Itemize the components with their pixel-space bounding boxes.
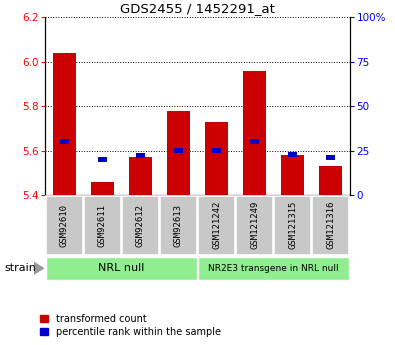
Bar xyxy=(129,157,152,195)
Text: GSM121249: GSM121249 xyxy=(250,201,259,249)
Bar xyxy=(53,53,76,195)
Text: GSM92613: GSM92613 xyxy=(174,204,183,247)
Text: GSM92610: GSM92610 xyxy=(60,204,69,247)
Bar xyxy=(198,257,349,280)
Bar xyxy=(174,148,182,153)
Bar xyxy=(46,257,197,280)
Bar xyxy=(205,122,228,195)
Bar xyxy=(84,196,121,255)
Bar xyxy=(122,196,159,255)
Bar xyxy=(60,139,69,144)
Text: NR2E3 transgene in NRL null: NR2E3 transgene in NRL null xyxy=(208,264,339,273)
Polygon shape xyxy=(34,262,45,275)
Legend: transformed count, percentile rank within the sample: transformed count, percentile rank withi… xyxy=(40,314,221,337)
Bar xyxy=(198,196,235,255)
Bar xyxy=(243,71,266,195)
Text: NRL null: NRL null xyxy=(98,263,145,273)
Bar xyxy=(281,155,304,195)
Title: GDS2455 / 1452291_at: GDS2455 / 1452291_at xyxy=(120,2,275,15)
Bar xyxy=(288,151,297,157)
Bar xyxy=(213,148,221,153)
Text: GSM121316: GSM121316 xyxy=(326,201,335,249)
Bar xyxy=(98,157,107,162)
Text: GSM121242: GSM121242 xyxy=(212,201,221,249)
Bar xyxy=(160,196,197,255)
Bar xyxy=(319,166,342,195)
Bar xyxy=(326,155,335,160)
Bar xyxy=(274,196,311,255)
Bar xyxy=(167,110,190,195)
Bar xyxy=(91,181,114,195)
Bar xyxy=(312,196,349,255)
Text: GSM92611: GSM92611 xyxy=(98,204,107,247)
Bar xyxy=(136,153,145,158)
Bar xyxy=(236,196,273,255)
Text: GSM121315: GSM121315 xyxy=(288,201,297,249)
Text: strain: strain xyxy=(4,263,36,273)
Text: GSM92612: GSM92612 xyxy=(136,204,145,247)
Bar xyxy=(46,196,83,255)
Bar xyxy=(250,139,259,144)
